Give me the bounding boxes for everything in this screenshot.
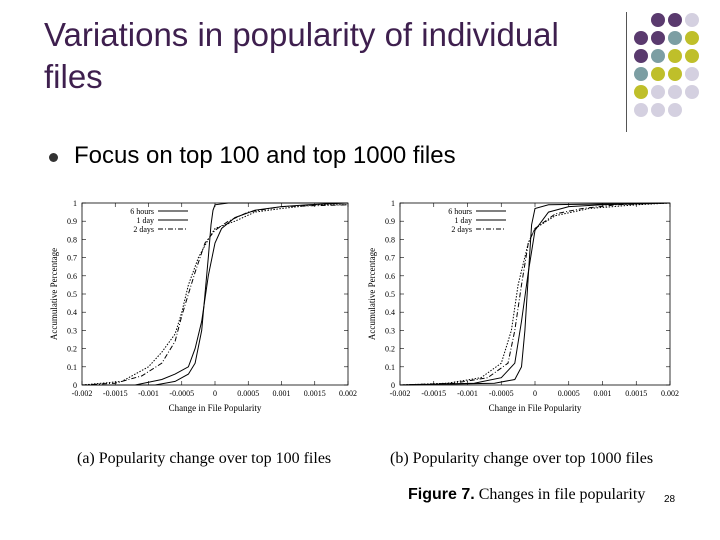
figure-caption: Figure 7. Changes in file popularity [408, 486, 645, 504]
y-tick-label: 0.9 [67, 217, 77, 226]
x-tick-label: 0 [213, 389, 217, 398]
y-tick-label: 0 [73, 381, 77, 390]
x-tick-label: 0.002 [339, 389, 357, 398]
legend-label: 2 days [451, 225, 472, 234]
y-tick-label: 0.8 [67, 235, 77, 244]
y-tick-label: 0.3 [67, 326, 77, 335]
decorative-dot [634, 103, 648, 117]
y-tick-label: 0.5 [67, 290, 77, 299]
x-tick-label: -0.0015 [421, 389, 446, 398]
caption-a: (a) Popularity change over top 100 files [77, 450, 332, 467]
y-tick-label: 0.5 [385, 290, 395, 299]
decorative-dot [685, 85, 699, 99]
decorative-dot [668, 67, 682, 81]
x-tick-label: 0.0005 [558, 389, 580, 398]
x-tick-label: 0.0015 [304, 389, 326, 398]
decorative-dot [668, 31, 682, 45]
x-tick-label: -0.0005 [169, 389, 194, 398]
series-line-1-day [82, 202, 349, 386]
page-number: 28 [664, 494, 676, 505]
y-axis-label: Accumulative Percentage [367, 248, 377, 340]
y-tick-label: 0.7 [67, 254, 77, 263]
x-tick-label: -0.002 [72, 389, 93, 398]
series-line-2-days [81, 204, 349, 386]
y-tick-label: 0.6 [67, 272, 77, 281]
y-tick-label: 0.1 [67, 363, 77, 372]
x-tick-label: 0.001 [594, 389, 612, 398]
y-tick-label: 0.3 [385, 326, 395, 335]
x-tick-label: -0.001 [457, 389, 478, 398]
y-tick-label: 0.8 [385, 235, 395, 244]
y-tick-label: 0.6 [385, 272, 395, 281]
y-tick-label: 0.4 [67, 308, 77, 317]
series-line-3-days [399, 202, 671, 386]
x-tick-label: 0 [533, 389, 537, 398]
chart-top-1000: 0 0.1 0.2 0.3 0.4 0.5 0.6 0.7 0.8 0.9 1 -0.002 -0.00… [367, 199, 679, 413]
bullet-text: Focus on top 100 and top 1000 files [74, 142, 456, 169]
x-tick-label: -0.0005 [489, 389, 514, 398]
decorative-dot [668, 85, 682, 99]
plot-frame [81, 202, 349, 386]
x-tick-label: -0.0015 [103, 389, 128, 398]
decorative-dot [668, 13, 682, 27]
x-tick-label: 0.001 [273, 389, 291, 398]
series-line-6-hours [82, 202, 348, 386]
y-axis-label: Accumulative Percentage [49, 248, 59, 340]
x-axis-label: Change in File Popularity [489, 403, 582, 413]
figure-text: Changes in file popularity [478, 486, 646, 503]
decorative-dot [651, 31, 665, 45]
legend-label: 6 hours [130, 207, 154, 216]
chart-top-100: 0 0.1 0.2 0.3 0.4 0.5 0.6 0.7 0.8 0.9 1 -0.002 -0.00… [49, 199, 357, 413]
decorative-dot [685, 31, 699, 45]
legend-label: 1 day [136, 216, 154, 225]
decorative-dot [651, 49, 665, 63]
decorative-dot [634, 85, 648, 99]
x-tick-label: -0.001 [138, 389, 159, 398]
decorative-dot [668, 49, 682, 63]
decorative-dot-grid [634, 13, 699, 117]
y-tick-label: 0.7 [385, 254, 395, 263]
y-tick-label: 0.4 [385, 308, 395, 317]
decorative-dot [651, 13, 665, 27]
caption-b: (b) Popularity change over top 1000 file… [390, 450, 654, 467]
divider-line [626, 12, 627, 132]
y-tick-label: 0.9 [385, 217, 395, 226]
y-tick-label: 0.2 [67, 345, 77, 354]
decorative-dot [651, 103, 665, 117]
slide-title: Variations in popularity of individual f… [44, 16, 559, 95]
y-tick-label: 0.2 [385, 345, 395, 354]
y-tick-label: 0.1 [385, 363, 395, 372]
decorative-dot [634, 67, 648, 81]
legend-label: 2 days [133, 225, 154, 234]
legend-label: 6 hours [448, 207, 472, 216]
x-axis-label: Change in File Popularity [169, 403, 262, 413]
x-tick-label: 0.0005 [237, 389, 259, 398]
x-tick-label: -0.002 [390, 389, 411, 398]
legend-label: 1 day [454, 216, 472, 225]
y-tick-label: 1 [391, 199, 395, 208]
series-line-2-days [399, 202, 671, 386]
series-line-1-day [399, 202, 671, 386]
x-tick-label: 0.0015 [625, 389, 647, 398]
bullet-icon [49, 153, 58, 162]
x-tick-label: 0.002 [661, 389, 679, 398]
decorative-dot [668, 103, 682, 117]
y-tick-label: 1 [73, 199, 77, 208]
decorative-dot [651, 67, 665, 81]
series-line-6-hours [399, 202, 671, 386]
decorative-dot [651, 85, 665, 99]
decorative-dot [634, 31, 648, 45]
decorative-dot [685, 49, 699, 63]
decorative-dot [685, 13, 699, 27]
y-tick-label: 0 [391, 381, 395, 390]
figure-label: Figure 7. [408, 486, 475, 503]
decorative-dot [685, 67, 699, 81]
decorative-dot [634, 49, 648, 63]
series-line-3-days [81, 204, 348, 386]
